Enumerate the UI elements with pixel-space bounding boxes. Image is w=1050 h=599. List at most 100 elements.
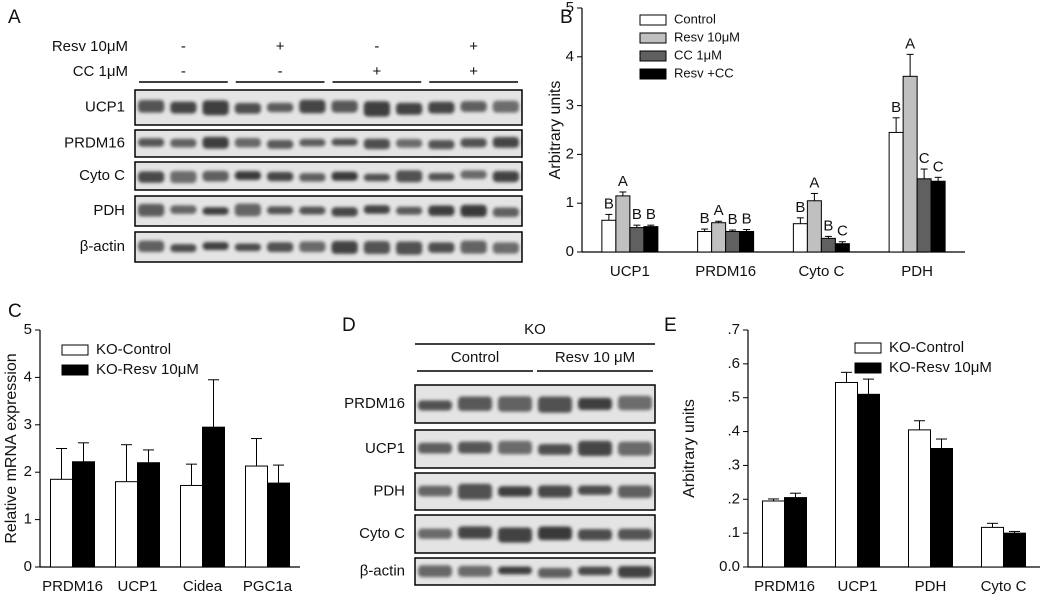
- blot-band: [396, 206, 423, 215]
- y-tick-label: 1: [24, 511, 32, 528]
- y-tick-label: 0: [566, 243, 574, 260]
- significance-letter: B: [604, 195, 614, 212]
- bar: [202, 426, 225, 568]
- blot-band: [363, 101, 390, 117]
- blot-band: [267, 206, 294, 215]
- blot-band: [578, 440, 612, 456]
- blot-band: [138, 240, 165, 252]
- band-label: Cyto C: [79, 167, 125, 184]
- band-label: PRDM16: [64, 134, 125, 151]
- bar: [711, 222, 727, 253]
- blot-band: [202, 207, 229, 215]
- blot-band: [458, 565, 492, 577]
- y-tick-label: .3: [727, 456, 740, 473]
- blot-band: [428, 173, 455, 181]
- bar: [908, 429, 931, 568]
- blot-band: [202, 100, 229, 116]
- blot-band: [618, 441, 652, 456]
- x-tick-label: Cyto C: [981, 578, 1027, 595]
- x-tick-label: PRDM16: [42, 578, 103, 595]
- blot-band: [234, 138, 261, 148]
- blot-band: [170, 244, 197, 253]
- blot-box: [134, 195, 523, 227]
- blot-band: [363, 173, 390, 182]
- bar: [601, 219, 617, 253]
- bar: [834, 243, 850, 253]
- panel-label: A: [8, 7, 21, 28]
- significance-letter: A: [905, 35, 915, 52]
- blot-band: [363, 241, 390, 255]
- blot-band: [618, 485, 652, 498]
- legend-swatch: [639, 32, 667, 44]
- blot-band: [492, 100, 519, 113]
- bar: [806, 200, 822, 253]
- x-tick-label: UCP1: [117, 578, 157, 595]
- x-tick-label: UCP1: [610, 263, 650, 280]
- panel-label: C: [8, 301, 22, 322]
- blot-band: [299, 206, 326, 215]
- blot-band: [538, 485, 572, 498]
- x-tick-label: Cidea: [183, 578, 223, 595]
- legend-label: KO-Control: [889, 339, 964, 356]
- bar: [930, 180, 946, 253]
- y-axis-label: Relative mRNA expression: [3, 353, 20, 543]
- significance-letter: A: [618, 173, 628, 190]
- legend-label: Resv 10μM: [674, 29, 740, 44]
- legend-label: Resv +CC: [674, 65, 734, 80]
- legend-label: CC 1μM: [674, 47, 722, 62]
- y-tick-label: 5: [566, 0, 574, 16]
- blot-box: [414, 429, 656, 469]
- blot-band: [418, 528, 452, 539]
- band-label: PDH: [373, 482, 405, 499]
- blot-box: [414, 514, 656, 554]
- blot-band: [170, 170, 197, 184]
- bar: [762, 500, 785, 568]
- blot-band: [492, 207, 519, 218]
- band-label: β-actin: [80, 238, 125, 255]
- legend-swatch: [639, 68, 667, 80]
- bar: [267, 482, 290, 568]
- y-tick-label: .4: [727, 423, 740, 440]
- blot-band: [460, 170, 487, 179]
- treatment-sign: +: [469, 63, 478, 80]
- blot-band: [138, 100, 165, 113]
- blot-band: [396, 241, 423, 255]
- treatment-sign: -: [181, 63, 186, 80]
- blot-band: [428, 205, 455, 216]
- x-tick-label: PGC1a: [243, 578, 293, 595]
- blot-band: [331, 100, 358, 113]
- bar: [981, 526, 1004, 568]
- blot-band: [267, 242, 294, 253]
- blot-band: [138, 171, 165, 183]
- bar: [180, 484, 203, 568]
- blot-band: [418, 565, 452, 578]
- bar: [137, 462, 160, 568]
- bar: [835, 381, 858, 568]
- significance-letter: B: [632, 206, 642, 223]
- significance-letter: B: [891, 99, 901, 116]
- blot-band: [578, 529, 612, 541]
- y-tick-label: .1: [727, 524, 740, 541]
- y-tick-label: .2: [727, 490, 740, 507]
- blot-band: [538, 567, 572, 578]
- blot-band: [170, 205, 197, 214]
- legend-swatch: [854, 362, 882, 374]
- blot-band: [234, 243, 261, 252]
- panel-label: E: [664, 315, 677, 336]
- blot-band: [363, 138, 390, 150]
- blot-band: [458, 483, 492, 500]
- significance-letter: B: [646, 206, 656, 223]
- y-tick-label: 3: [566, 97, 574, 114]
- bar: [725, 231, 741, 253]
- legend-swatch: [61, 364, 89, 376]
- blot-band: [267, 102, 294, 113]
- significance-letter: C: [933, 158, 944, 175]
- bar: [615, 195, 631, 253]
- y-tick-label: .5: [727, 389, 740, 406]
- x-tick-label: PRDM16: [754, 578, 815, 595]
- x-tick-label: PDH: [901, 263, 933, 280]
- y-tick-label: 3: [24, 416, 32, 433]
- blot-band: [578, 397, 612, 411]
- blot-band: [331, 241, 358, 254]
- blot-band: [498, 566, 532, 575]
